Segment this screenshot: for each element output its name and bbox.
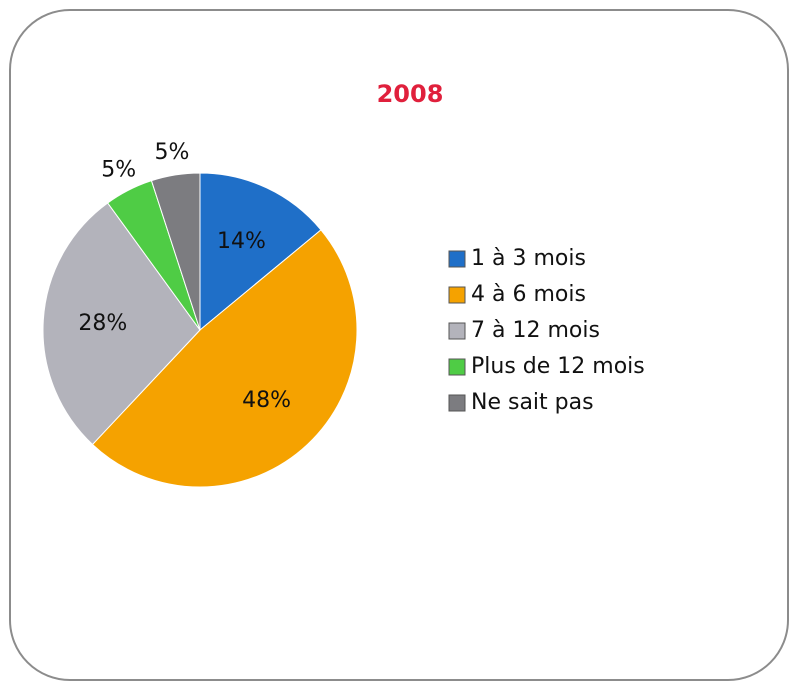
- data-label: 5%: [155, 140, 190, 165]
- legend-swatch: [448, 358, 466, 376]
- legend-label: Plus de 12 mois: [471, 354, 645, 379]
- legend-swatch: [448, 250, 466, 268]
- legend-label: 1 à 3 mois: [471, 246, 586, 271]
- pie-slice: [199, 172, 322, 332]
- data-label: 48%: [242, 388, 291, 413]
- legend-swatch: [448, 322, 466, 340]
- data-label: 14%: [217, 229, 266, 254]
- legend-swatch: [448, 286, 466, 304]
- data-label: 5%: [101, 158, 136, 183]
- chart-title: 2008: [377, 80, 444, 108]
- data-label: 28%: [78, 311, 127, 336]
- legend-label: Ne sait pas: [471, 390, 594, 415]
- pie-slice: [42, 202, 201, 446]
- legend-label: 7 à 12 mois: [471, 318, 600, 343]
- pie-slice: [91, 229, 358, 488]
- legend-label: 4 à 6 mois: [471, 282, 586, 307]
- legend-swatch: [448, 394, 466, 412]
- pie-slice: [150, 172, 201, 331]
